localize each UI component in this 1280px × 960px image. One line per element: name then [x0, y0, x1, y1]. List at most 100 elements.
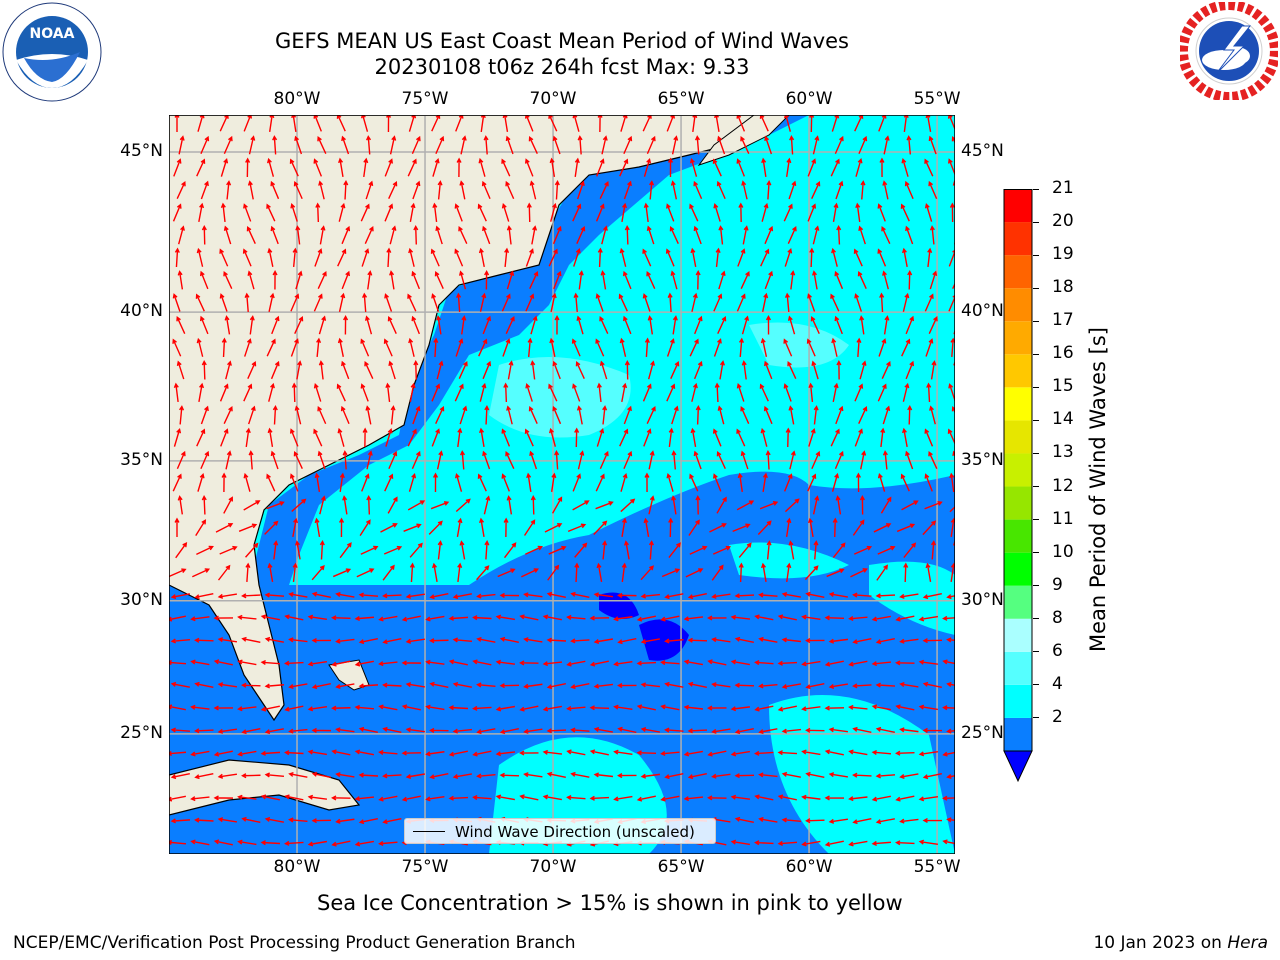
wind-wave-arrow [618, 293, 628, 312]
wind-wave-arrow [907, 405, 913, 425]
wind-wave-arrow [311, 818, 332, 824]
wind-wave-arrow [503, 517, 509, 538]
wind-wave-arrow [617, 726, 637, 734]
wind-wave-arrow [640, 682, 661, 688]
wind-wave-arrow [734, 816, 754, 824]
colorbar-segment [1004, 189, 1032, 223]
wind-wave-arrow [177, 495, 184, 515]
wind-wave-arrow [946, 817, 955, 823]
wind-wave-arrow [624, 225, 630, 245]
wind-wave-arrow [593, 520, 608, 535]
wind-wave-arrow [175, 542, 188, 559]
wind-wave-arrow [762, 472, 768, 492]
wind-wave-arrow [613, 704, 633, 711]
wind-wave-arrow [266, 338, 276, 357]
wind-wave-arrow [738, 562, 744, 583]
wind-wave-arrow [763, 405, 773, 425]
wind-wave-arrow [643, 517, 650, 537]
wind-wave-arrow [853, 545, 873, 555]
wind-wave-arrow [523, 637, 543, 643]
wind-wave-arrow [895, 704, 915, 711]
wind-wave-arrow [170, 593, 190, 600]
wind-wave-arrow [431, 293, 440, 312]
wind-wave-arrow [294, 135, 303, 155]
wind-wave-arrow [784, 248, 793, 267]
wind-wave-arrow [190, 750, 210, 757]
wind-wave-arrow [331, 615, 351, 621]
wind-wave-arrow [173, 382, 179, 403]
lon-tick-label-bottom: 80°W [273, 857, 321, 877]
wind-wave-arrow [525, 545, 544, 555]
wind-wave-arrow [593, 638, 613, 644]
wind-wave-arrow [597, 247, 603, 268]
wind-wave-arrow [290, 293, 300, 312]
wind-wave-arrow [924, 202, 933, 222]
wind-wave-arrow [341, 135, 350, 155]
wind-wave-arrow [503, 542, 517, 559]
wind-wave-arrow [758, 728, 778, 735]
wind-wave-arrow [313, 115, 322, 132]
wind-wave-arrow [644, 337, 650, 358]
wind-wave-arrow [456, 157, 462, 178]
wind-wave-arrow [589, 615, 610, 621]
colorbar-segment [1004, 387, 1032, 421]
wind-wave-arrow [930, 360, 937, 380]
wind-wave-arrow [596, 158, 605, 177]
wind-wave-arrow [924, 293, 934, 312]
wind-wave-arrow [290, 203, 298, 222]
wind-wave-arrow [552, 360, 561, 380]
wind-wave-arrow [237, 839, 257, 846]
wind-wave-arrow [476, 728, 496, 735]
wind-wave-arrow [852, 638, 872, 645]
wind-wave-arrow [506, 495, 513, 515]
wind-wave-arrow [223, 135, 233, 155]
wind-wave-arrow [452, 593, 472, 600]
wind-wave-arrow [824, 660, 844, 667]
wind-wave-arrow [807, 293, 816, 312]
wind-wave-arrow [455, 498, 471, 513]
wind-wave-arrow [389, 225, 397, 245]
wind-wave-arrow [740, 271, 750, 289]
wind-wave-arrow [476, 565, 490, 581]
wind-wave-arrow [266, 473, 276, 492]
footer-date-text: 10 Jan 2023 on [1093, 933, 1228, 953]
wind-wave-arrow [854, 383, 864, 402]
wind-wave-arrow [646, 406, 656, 424]
wind-wave-arrow [574, 157, 580, 178]
wind-wave-arrow [523, 683, 543, 689]
wind-wave-arrow [384, 473, 394, 492]
wind-wave-arrow [519, 705, 539, 712]
wind-wave-arrow [425, 659, 445, 665]
colorbar-segment [1004, 222, 1032, 256]
wind-wave-arrow [761, 157, 767, 178]
wind-wave-arrow [925, 115, 932, 132]
wind-wave-arrow [789, 135, 795, 155]
wind-wave-arrow [197, 472, 205, 492]
wind-wave-arrow [760, 427, 768, 447]
wind-wave-arrow [358, 817, 378, 825]
wind-wave-arrow [335, 638, 355, 644]
wind-wave-arrow [787, 361, 797, 379]
wind-wave-arrow [690, 427, 697, 447]
wind-wave-arrow [572, 115, 580, 132]
wind-wave-arrow [811, 360, 819, 380]
wind-wave-arrow [783, 338, 793, 357]
wind-wave-arrow [836, 360, 842, 380]
wind-wave-arrow [484, 270, 490, 290]
wind-wave-arrow [660, 795, 680, 802]
wind-wave-arrow [922, 817, 943, 824]
wind-wave-arrow [272, 270, 278, 290]
wind-wave-arrow [734, 636, 754, 644]
wind-wave-arrow [693, 225, 702, 245]
wind-wave-arrow [783, 383, 792, 402]
wind-wave-arrow [472, 795, 492, 801]
wind-wave-arrow [691, 292, 698, 312]
wind-wave-arrow [409, 542, 423, 558]
wind-wave-arrow [736, 158, 745, 177]
wind-wave-arrow [246, 226, 256, 244]
colorbar-tick-mark [1033, 684, 1039, 686]
wind-wave-arrow [311, 727, 332, 733]
wind-wave-arrow [646, 270, 656, 289]
wind-wave-arrow [918, 795, 939, 802]
wind-wave-arrow [875, 818, 895, 825]
